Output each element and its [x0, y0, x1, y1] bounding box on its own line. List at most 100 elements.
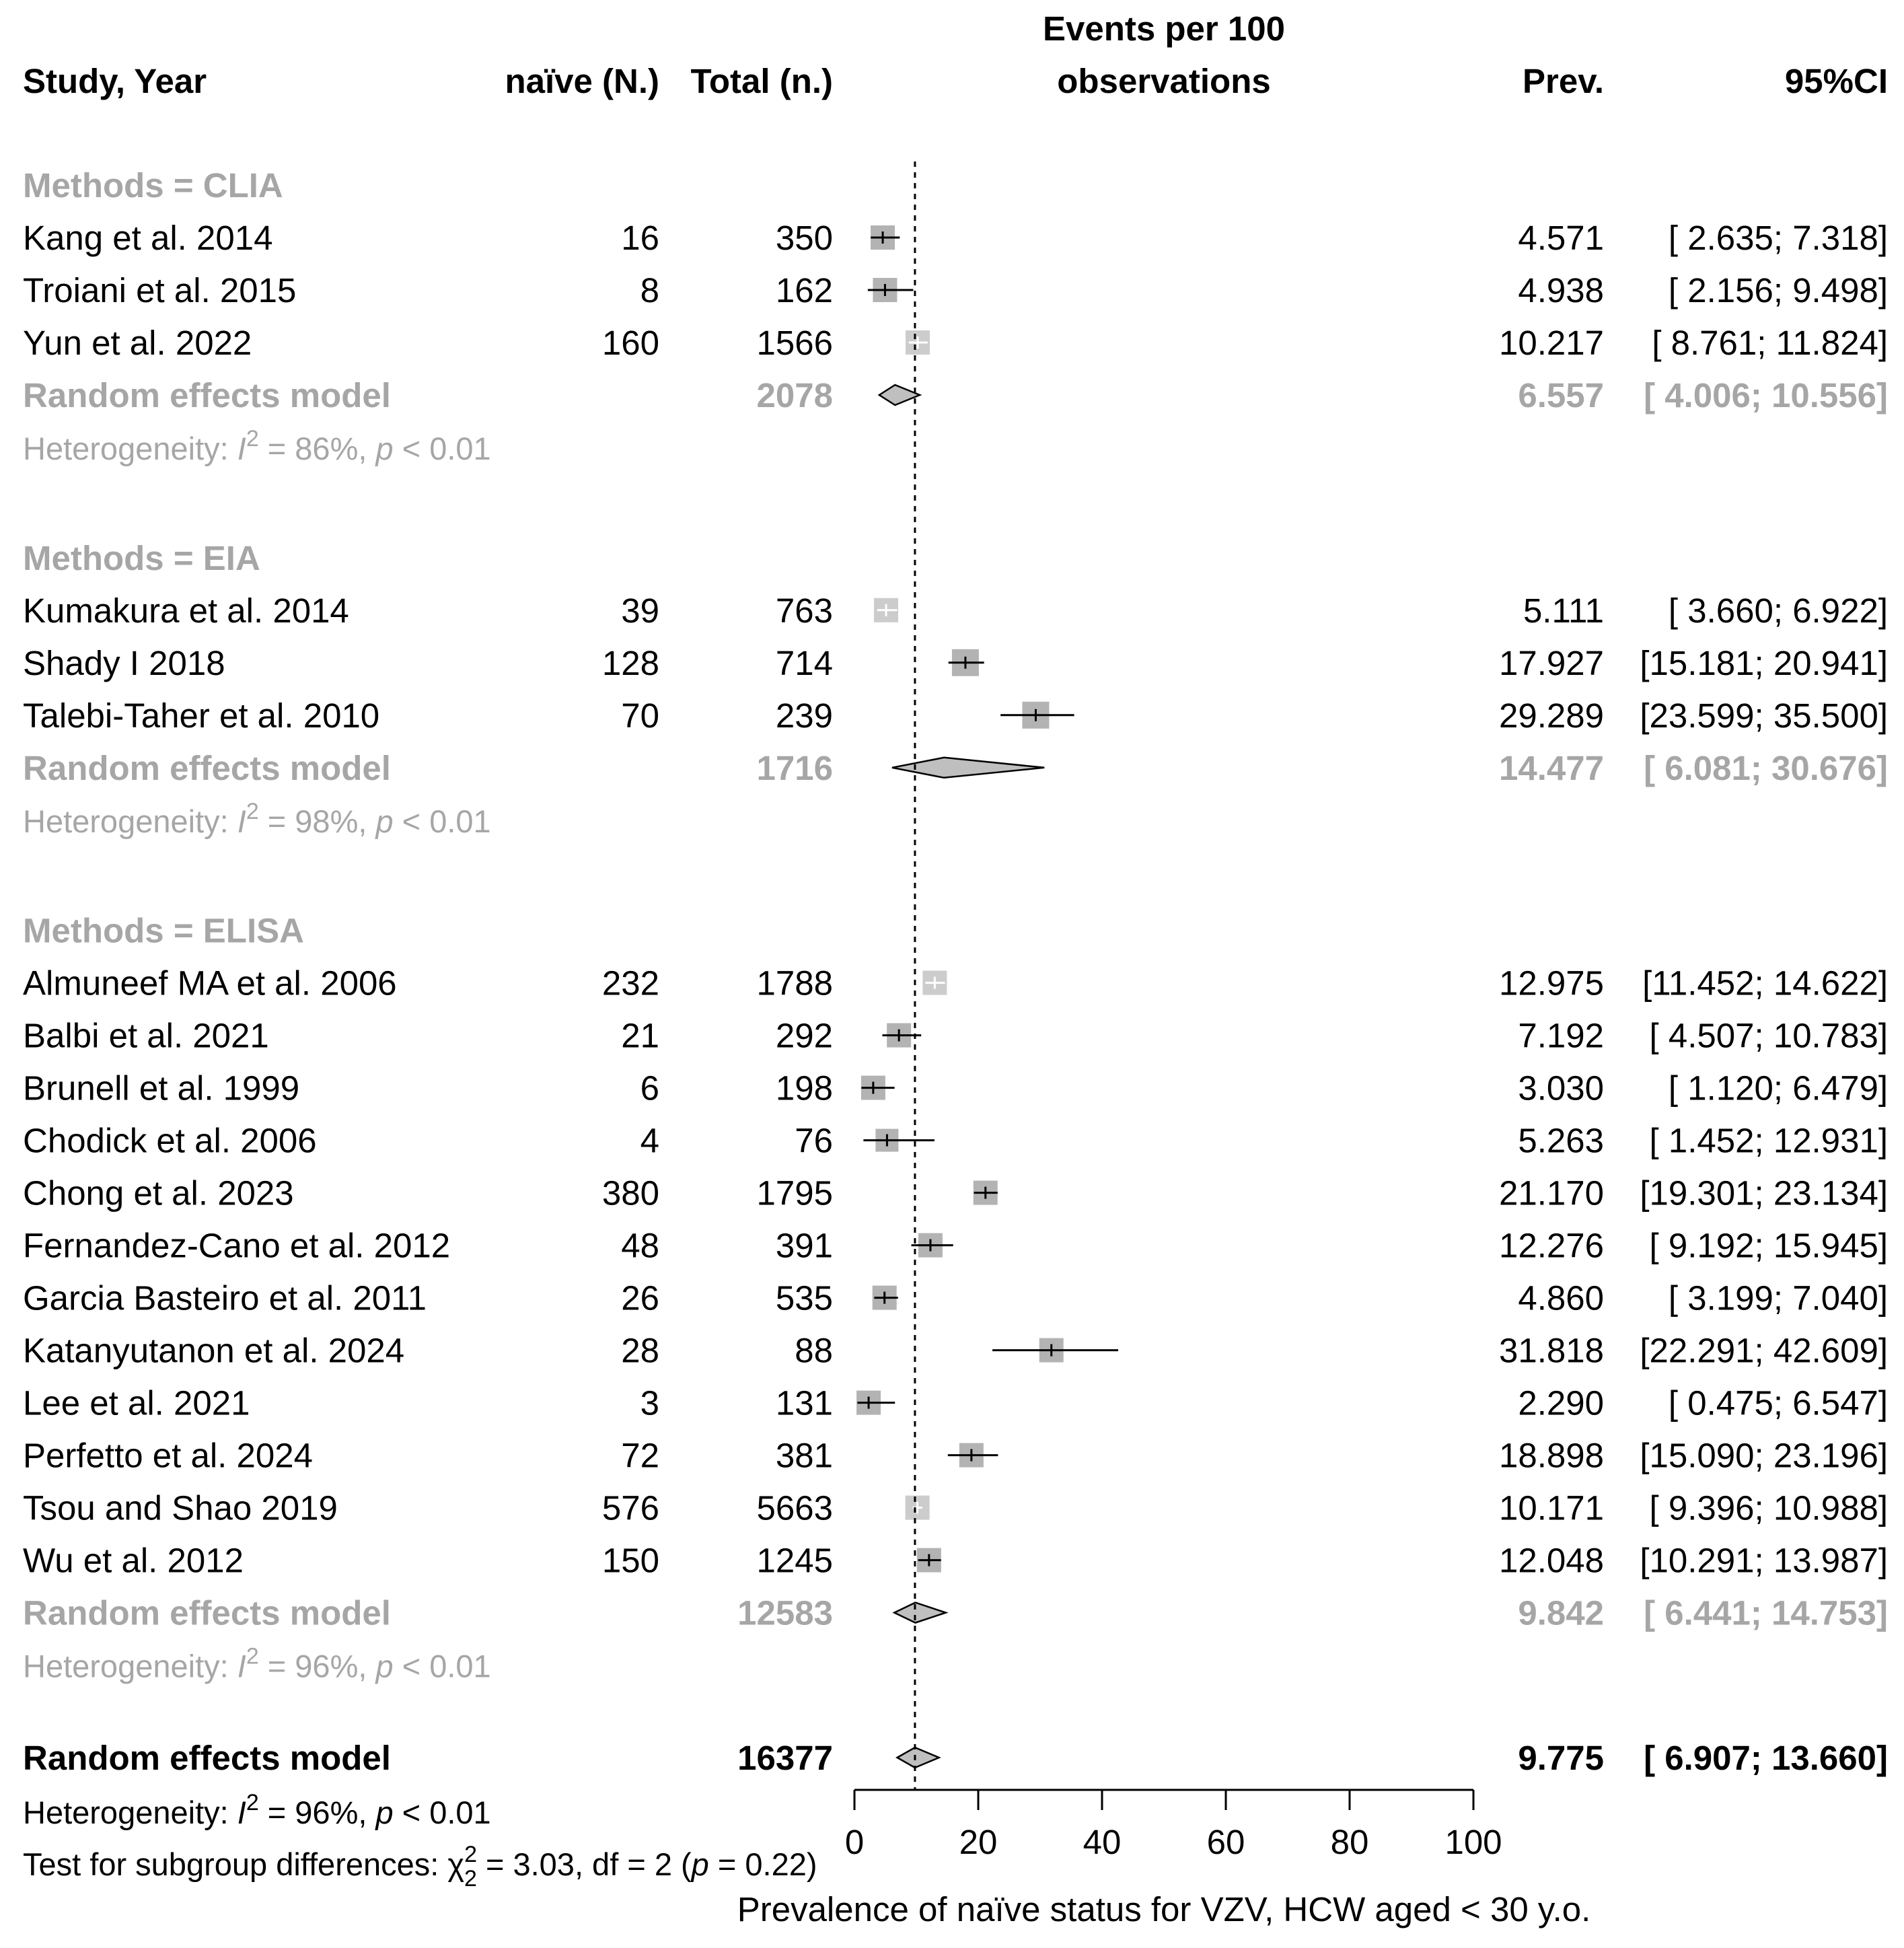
study-ci: [ 3.199; 7.040]: [1669, 1279, 1888, 1318]
study-total-count: 5663: [757, 1489, 833, 1527]
study-naive-count: 26: [621, 1279, 659, 1318]
x-axis-tick-label: 100: [1444, 1823, 1502, 1861]
overall-summary-prevalence: 9.775: [1518, 1739, 1604, 1777]
study-naive-count: 28: [621, 1332, 659, 1370]
study-ci: [ 0.475; 6.547]: [1669, 1384, 1888, 1422]
study-naive-count: 21: [621, 1017, 659, 1055]
study-name: Talebi-Taher et al. 2010: [23, 696, 379, 735]
study-total-count: 381: [776, 1437, 833, 1475]
study-ci: [ 9.192; 15.945]: [1650, 1227, 1888, 1265]
subgroup-summary-ci: [ 4.006; 10.556]: [1644, 376, 1888, 414]
study-name: Lee et al. 2021: [23, 1384, 250, 1422]
study-total-count: 1245: [757, 1542, 833, 1580]
study-marker: [856, 1390, 895, 1415]
header-plot-line1: Events per 100: [1043, 9, 1285, 48]
study-prevalence: 12.048: [1499, 1542, 1604, 1580]
study-ci: [ 4.507; 10.783]: [1650, 1017, 1888, 1055]
study-prevalence: 18.898: [1499, 1437, 1604, 1475]
study-ci: [ 8.761; 11.824]: [1652, 324, 1888, 362]
study-marker: [861, 1075, 895, 1100]
x-axis-tick-label: 0: [845, 1823, 864, 1861]
study-total-count: 350: [776, 219, 833, 257]
study-total-count: 763: [776, 591, 833, 630]
study-prevalence: 3.030: [1518, 1069, 1604, 1108]
x-axis-label: Prevalence of naïve status for VZV, HCW …: [737, 1890, 1591, 1928]
study-name: Balbi et al. 2021: [23, 1017, 269, 1055]
study-marker: [948, 649, 984, 676]
study-name: Wu et al. 2012: [23, 1542, 244, 1580]
study-ci: [10.291; 13.987]: [1640, 1542, 1888, 1580]
study-marker: [947, 1443, 998, 1468]
study-naive-count: 160: [602, 324, 659, 362]
study-total-count: 88: [795, 1332, 833, 1370]
study-marker: [922, 970, 947, 995]
overall-summary-ci: [ 6.907; 13.660]: [1644, 1739, 1888, 1777]
study-total-count: 76: [795, 1122, 833, 1160]
study-prevalence: 10.217: [1499, 324, 1604, 362]
subgroup-label: Methods = ELISA: [23, 912, 304, 950]
subgroup-label: Methods = CLIA: [23, 166, 283, 205]
study-marker: [867, 278, 914, 302]
subgroup-heterogeneity: Heterogeneity: I2 = 98%, p < 0.01: [23, 799, 491, 839]
study-name: Perfetto et al. 2024: [23, 1437, 313, 1475]
header-naive: naïve (N.): [505, 62, 659, 100]
subgroup-summary-prevalence: 14.477: [1499, 749, 1604, 787]
study-marker: [874, 598, 899, 622]
study-ci: [11.452; 14.622]: [1642, 964, 1888, 1003]
subgroup-summary-prevalence: 6.557: [1518, 376, 1604, 414]
study-name: Almuneef MA et al. 2006: [23, 964, 397, 1003]
study-marker: [992, 1338, 1119, 1363]
header-ci: 95%CI: [1785, 62, 1888, 100]
study-name: Yun et al. 2022: [23, 324, 252, 362]
study-naive-count: 39: [621, 591, 659, 630]
overall-heterogeneity: Heterogeneity: I2 = 96%, p < 0.01: [23, 1790, 491, 1830]
subgroup-summary-diamond: [877, 384, 922, 406]
study-marker: [973, 1180, 998, 1205]
study-total-count: 239: [776, 696, 833, 735]
study-total-count: 535: [776, 1279, 833, 1318]
study-marker: [871, 225, 900, 250]
study-marker: [905, 1495, 930, 1520]
study-naive-count: 4: [640, 1122, 659, 1160]
study-total-count: 292: [776, 1017, 833, 1055]
header-total: Total (n.): [691, 62, 834, 100]
subgroup-heterogeneity: Heterogeneity: I2 = 86%, p < 0.01: [23, 426, 491, 466]
study-total-count: 1795: [757, 1174, 833, 1213]
study-prevalence: 5.111: [1523, 591, 1604, 630]
study-prevalence: 4.938: [1518, 271, 1604, 310]
study-prevalence: 7.192: [1518, 1017, 1604, 1055]
study-marker: [1000, 701, 1074, 729]
study-marker: [872, 1285, 898, 1310]
study-naive-count: 16: [621, 219, 659, 257]
study-marker: [863, 1128, 935, 1152]
study-naive-count: 150: [602, 1542, 659, 1580]
study-name: Fernandez-Cano et al. 2012: [23, 1227, 450, 1265]
study-ci: [23.599; 35.500]: [1640, 696, 1888, 735]
study-prevalence: 12.276: [1499, 1227, 1604, 1265]
study-ci: [ 2.635; 7.318]: [1669, 219, 1888, 257]
subgroup-summary-total: 2078: [757, 376, 833, 414]
study-marker: [911, 1233, 953, 1258]
study-ci: [22.291; 42.609]: [1640, 1332, 1888, 1370]
study-naive-count: 232: [602, 964, 659, 1003]
study-ci: [15.090; 23.196]: [1640, 1437, 1888, 1475]
subgroup-summary-label: Random effects model: [23, 376, 391, 414]
study-naive-count: 576: [602, 1489, 659, 1527]
study-total-count: 714: [776, 644, 833, 682]
study-name: Kang et al. 2014: [23, 219, 272, 257]
overall-summary-label: Random effects model: [23, 1739, 391, 1777]
study-ci: [ 3.660; 6.922]: [1669, 591, 1888, 630]
study-name: Tsou and Shao 2019: [23, 1489, 338, 1527]
header-prev: Prev.: [1523, 62, 1604, 100]
subgroup-summary-total: 1716: [757, 749, 833, 787]
study-total-count: 162: [776, 271, 833, 310]
x-axis-tick-label: 80: [1331, 1823, 1369, 1861]
subgroup-summary-diamond: [892, 1601, 949, 1624]
study-prevalence: 5.263: [1518, 1122, 1604, 1160]
x-axis-tick-label: 60: [1207, 1823, 1245, 1861]
subgroup-summary-diamond: [891, 756, 1045, 779]
study-prevalence: 31.818: [1499, 1332, 1604, 1370]
study-prevalence: 2.290: [1518, 1384, 1604, 1422]
study-marker: [916, 1548, 941, 1573]
